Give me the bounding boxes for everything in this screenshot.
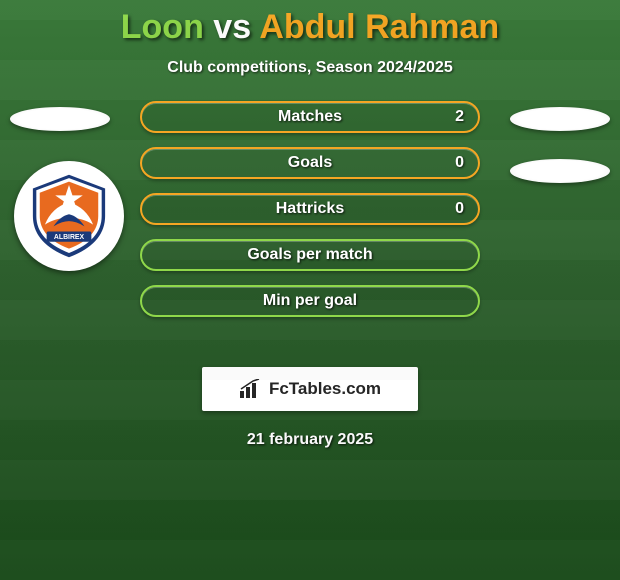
snapshot-date: 21 february 2025 <box>0 431 620 449</box>
player2-marker <box>510 107 610 131</box>
stat-row: Goals 0 <box>140 147 480 179</box>
stat-label: Hattricks <box>276 200 344 218</box>
branding-badge: FcTables.com <box>202 367 418 411</box>
svg-text:ALBIREX: ALBIREX <box>54 234 85 241</box>
stat-label: Matches <box>278 108 342 126</box>
title-player1: Loon <box>121 8 204 46</box>
player2-marker-secondary <box>510 159 610 183</box>
club-crest: ALBIREX <box>14 161 124 271</box>
title-player2: Abdul Rahman <box>259 8 499 46</box>
stat-value: 2 <box>455 108 464 126</box>
title-vs: vs <box>213 8 251 46</box>
stat-label: Goals per match <box>247 246 372 264</box>
stat-label: Min per goal <box>263 292 357 310</box>
albirex-crest-icon: ALBIREX <box>26 173 112 259</box>
bar-chart-icon <box>239 379 263 399</box>
stat-label: Goals <box>288 154 332 172</box>
comparison-stage: ALBIREX Matches 2 Goals 0 Hattricks 0 Goals pe… <box>0 101 620 361</box>
stat-row: Matches 2 <box>140 101 480 133</box>
stats-list: Matches 2 Goals 0 Hattricks 0 Goals per match M… <box>140 101 480 331</box>
player1-marker <box>10 107 110 131</box>
page-title: Loon vs Abdul Rahman <box>0 0 620 47</box>
branding-text: FcTables.com <box>269 379 381 399</box>
subtitle: Club competitions, Season 2024/2025 <box>0 59 620 77</box>
stat-row: Hattricks 0 <box>140 193 480 225</box>
stat-value: 0 <box>455 154 464 172</box>
stat-row: Goals per match <box>140 239 480 271</box>
stat-row: Min per goal <box>140 285 480 317</box>
stat-value: 0 <box>455 200 464 218</box>
